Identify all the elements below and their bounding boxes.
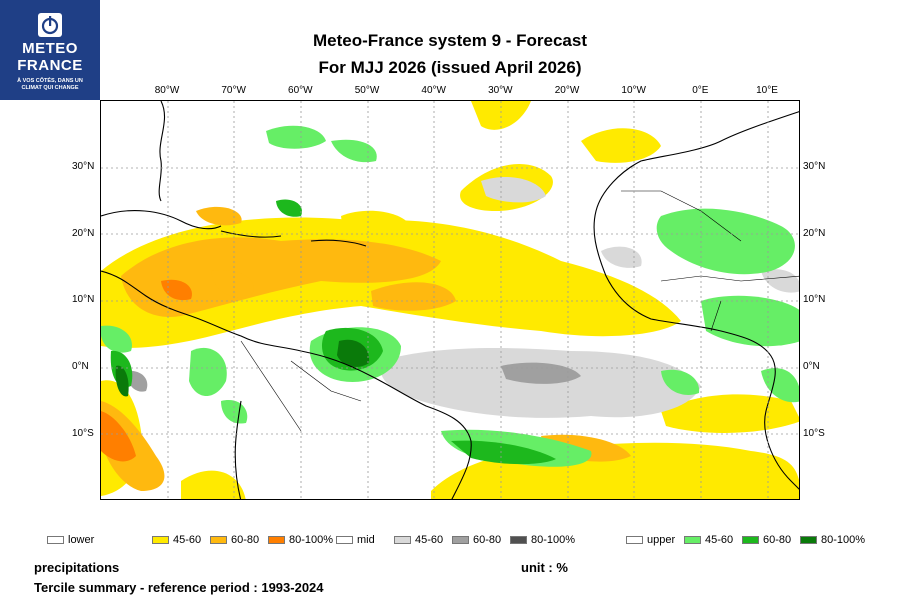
- lat-label-left: 20°N: [72, 227, 95, 239]
- lat-label-right: 30°N: [803, 161, 826, 172]
- legend-upper-80-swatch: [800, 536, 817, 544]
- upper-80-100-regions: [115, 339, 370, 397]
- lower-80-100-regions: [101, 279, 192, 462]
- legend-upper-45-swatch: [684, 536, 701, 544]
- lat-label-left: 10°S: [72, 427, 94, 439]
- forecast-map: [100, 100, 800, 500]
- lon-label: 80°W: [154, 85, 180, 96]
- legend-mid-label: mid: [357, 534, 375, 546]
- legend-upper-label: upper: [647, 534, 676, 546]
- meteo-france-emblem-icon: [38, 13, 62, 37]
- legend-lower-80-label: 80-100%: [289, 534, 334, 546]
- legend-lower-60-label: 60-80: [231, 534, 260, 546]
- legend-mid-60-label: 60-80: [473, 534, 502, 546]
- logo-tagline-2: CLIMAT QUI CHANGE: [21, 85, 79, 91]
- unit-label: unit : %: [521, 560, 568, 575]
- legend-upper-45-label: 45-60: [705, 534, 734, 546]
- legend-lower-45-label: 45-60: [173, 534, 202, 546]
- map-subtitle: For MJJ 2026 (issued April 2026): [318, 58, 582, 77]
- lat-label-right: 10°S: [803, 427, 825, 439]
- lon-label: 10°E: [756, 85, 778, 96]
- legend-lower-swatch: [47, 536, 64, 544]
- map-title: Meteo-France system 9 - Forecast: [313, 31, 587, 50]
- lon-label: 60°W: [288, 85, 313, 96]
- meteo-france-logo: METEO FRANCE À VOS CÔTÉS, DANS UN CLIMAT…: [0, 0, 100, 100]
- graticule: [101, 101, 799, 499]
- lat-label-right: 20°N: [803, 227, 826, 239]
- logo-tagline-1: À VOS CÔTÉS, DANS UN: [17, 78, 83, 84]
- lon-label: 20°W: [554, 85, 580, 96]
- legend-lower-80-swatch: [268, 536, 285, 544]
- lon-label: 70°W: [221, 85, 246, 96]
- lon-label: 0°E: [692, 85, 709, 96]
- lat-label-right: 0°N: [803, 361, 820, 372]
- legend-mid-swatch: [336, 536, 353, 544]
- legend-upper-swatch: [626, 536, 643, 544]
- lon-label: 40°W: [421, 85, 446, 96]
- legend-mid-80-label: 80-100%: [531, 534, 576, 546]
- lat-label-right: 10°N: [803, 294, 826, 306]
- lon-label: 10°W: [621, 85, 646, 96]
- lat-label-left: 30°N: [72, 161, 95, 172]
- legend-mid-45-swatch: [394, 536, 411, 544]
- legend-mid-60-swatch: [452, 536, 469, 544]
- lat-label-left: 10°N: [72, 294, 95, 306]
- lon-label: 30°W: [488, 85, 513, 96]
- logo-text-france: FRANCE: [17, 57, 83, 74]
- legend-lower-60-swatch: [210, 536, 227, 544]
- legend-lower-45-swatch: [152, 536, 169, 544]
- legend-upper-60-label: 60-80: [763, 534, 792, 546]
- logo-text-meteo: METEO: [22, 40, 78, 57]
- legend-lower-label: lower: [68, 534, 95, 546]
- lat-label-left: 0°N: [72, 361, 89, 372]
- country-borders: [240, 190, 799, 432]
- tercile-summary-label: Tercile summary - reference period : 199…: [34, 580, 324, 595]
- lon-label: 50°W: [354, 85, 380, 96]
- forecast-map-canvas: [101, 101, 799, 499]
- legend-mid-45-label: 45-60: [415, 534, 444, 546]
- legend-upper-60-swatch: [742, 536, 759, 544]
- legend-upper-80-label: 80-100%: [821, 534, 866, 546]
- legend-mid-80-swatch: [510, 536, 527, 544]
- variable-label: precipitations: [34, 560, 120, 575]
